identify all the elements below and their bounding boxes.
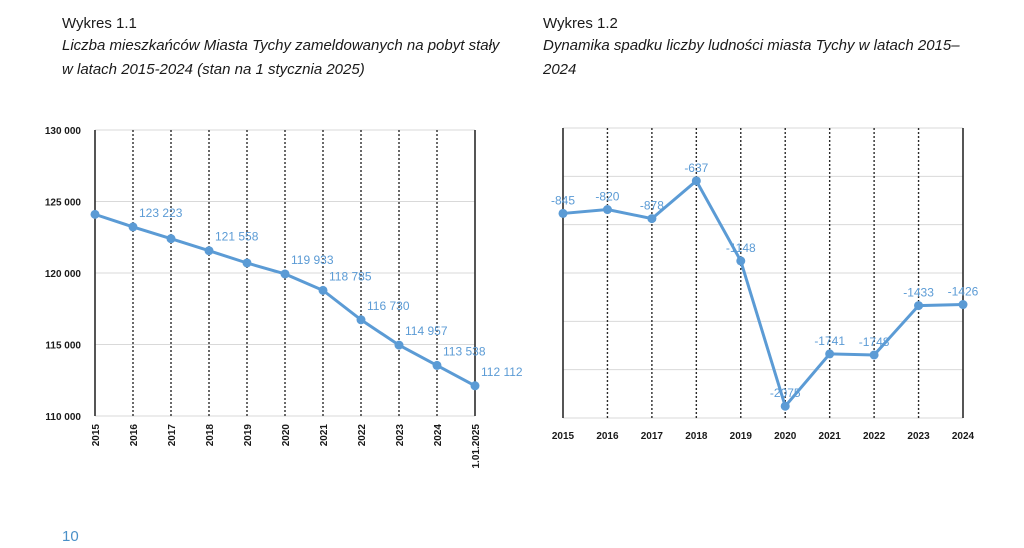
x-tick-label: 2020 (281, 424, 292, 447)
x-tick-label: 2022 (357, 424, 368, 447)
data-point (280, 269, 290, 279)
data-point (318, 285, 328, 295)
page-number: 10 (62, 528, 79, 545)
y-tick-label: 125 000 (45, 198, 82, 209)
y-tick-label: 115 000 (45, 341, 81, 352)
x-tick-label: 2016 (129, 424, 140, 447)
data-label: 119 933 (291, 253, 334, 267)
data-label: 113 538 (443, 344, 486, 358)
chart1-number: Wykres 1.1 (62, 15, 137, 32)
y-tick-label: 130 000 (45, 126, 82, 137)
data-point (356, 315, 366, 325)
data-label: 121 558 (215, 230, 259, 244)
x-tick-label: 2018 (205, 424, 216, 447)
data-point (394, 340, 404, 350)
data-point (432, 360, 442, 370)
data-point (166, 234, 176, 244)
data-label: 123 223 (139, 206, 183, 220)
data-point (128, 222, 138, 232)
y-tick-label: 120 000 (45, 269, 82, 280)
chart2-number: Wykres 1.2 (543, 15, 618, 32)
x-tick-label: 1.01.2025 (471, 424, 482, 469)
data-point (242, 258, 252, 268)
chart2-caption: Wykres 1.2 Dynamika spadku liczby ludnoś… (543, 14, 983, 82)
x-tick-label: 2019 (243, 424, 254, 447)
data-label: 116 730 (367, 299, 410, 313)
chart1-title: Liczba mieszkańców Miasta Tychy zameldow… (62, 37, 500, 78)
data-label: 114 957 (405, 324, 448, 338)
x-tick-label: 2021 (319, 424, 330, 447)
x-tick-label: 2017 (167, 424, 178, 447)
x-tick-label: 2024 (433, 424, 444, 447)
chart2-title: Dynamika spadku liczby ludności miasta T… (543, 37, 960, 78)
x-tick-label: 2023 (395, 424, 406, 447)
chart1-caption: Wykres 1.1 Liczba mieszkańców Miasta Tyc… (62, 14, 512, 82)
data-point (204, 246, 214, 256)
x-tick-label: 2015 (91, 424, 102, 447)
series-line (94, 212, 476, 388)
data-label: 118 785 (329, 269, 372, 283)
data-point (470, 381, 480, 391)
data-point (90, 209, 100, 219)
y-tick-label: 110 000 (45, 412, 81, 423)
data-label: 112 112 (481, 365, 523, 379)
